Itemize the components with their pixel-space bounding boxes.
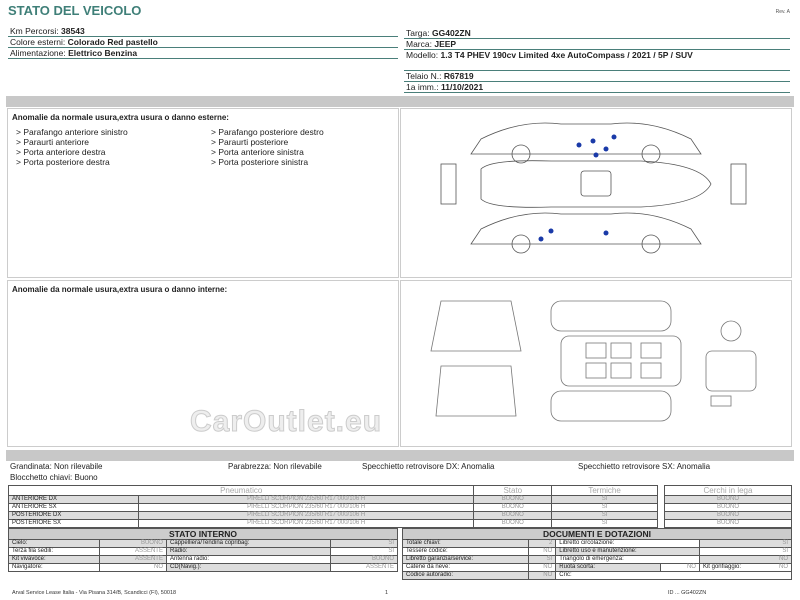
car-exterior-diagram bbox=[440, 122, 747, 254]
divider-bar bbox=[6, 450, 794, 461]
right-info: Targa: GG402ZN Marca: JEEP Modello: 1.3 … bbox=[404, 28, 790, 93]
specchietto-dx: Specchietto retrovisore DX: Anomalia bbox=[362, 462, 495, 471]
divider-bar bbox=[6, 96, 794, 107]
watermark: CarOutlet.eu bbox=[189, 405, 383, 439]
info-row: Modello: 1.3 T4 PHEV 190cv Limited 4xe A… bbox=[404, 50, 790, 71]
damage-markers bbox=[538, 134, 617, 242]
damage-marker bbox=[603, 230, 609, 236]
exterior-damage-list: > Parafango anteriore sinistro > Paraurt… bbox=[16, 127, 396, 167]
info-row: Alimentazione: Elettrico Benzina bbox=[8, 48, 398, 59]
damage-item: > Parafango posteriore destro bbox=[211, 127, 324, 137]
damage-item: > Paraurti posteriore bbox=[211, 137, 289, 147]
damage-marker bbox=[538, 236, 544, 242]
grandinata: Grandinata: Non rilevabile bbox=[10, 462, 103, 471]
info-row: 1a imm.: 11/10/2021 bbox=[404, 82, 790, 93]
damage-marker bbox=[576, 142, 582, 148]
damage-item: > Porta posteriore sinistra bbox=[211, 157, 309, 167]
damage-item: > Paraurti anteriore bbox=[16, 137, 89, 147]
parabrezza: Parabrezza: Non rilevabile bbox=[228, 462, 322, 471]
page-title: STATO DEL VEICOLO bbox=[8, 3, 142, 18]
info-row: Telaio N.: R67819 bbox=[404, 71, 790, 82]
interior-diagram bbox=[400, 280, 792, 447]
info-row: Colore esterni: Colorado Red pastello bbox=[8, 37, 398, 48]
specchietto-sx: Specchietto retrovisore SX: Anomalia bbox=[578, 462, 711, 471]
rims-table: Cerchi in lega BUONO BUONO BUONO BUONO bbox=[664, 485, 792, 528]
damage-item: > Porta posteriore destra bbox=[16, 157, 110, 167]
exterior-diagram bbox=[400, 108, 792, 278]
damage-marker bbox=[593, 152, 599, 158]
left-info: Km Percorsi: 38543 Colore esterni: Color… bbox=[8, 26, 398, 59]
page-number: 1 bbox=[385, 590, 389, 596]
documenti-table: DOCUMENTI E DOTAZIONI Totale chiavi: 2 Lib… bbox=[401, 528, 793, 580]
table-row: POSTERIORE DX PIRELLI SCORPION 235/60 R17… bbox=[8, 511, 658, 520]
interior-damage-panel: Anomalie da normale usura,extra usura o … bbox=[7, 280, 399, 447]
damage-marker bbox=[590, 138, 596, 144]
damage-marker bbox=[548, 228, 554, 234]
table-row: ANTERIORE SX PIRELLI SCORPION 235/60 R17 … bbox=[8, 503, 658, 512]
tyres-table: Pneumatico Stato Termiche ANTERIORE DX PIRE… bbox=[7, 485, 658, 528]
interior-title: Anomalie da normale usura,extra usura o … bbox=[12, 285, 228, 294]
damage-item: > Porta anteriore destra bbox=[16, 147, 106, 157]
car-interior-diagram bbox=[430, 300, 757, 422]
exterior-damage-panel: Anomalie da normale usura,extra usura o … bbox=[7, 108, 399, 278]
damage-marker bbox=[611, 134, 617, 140]
info-row: Km Percorsi: 38543 bbox=[8, 26, 398, 37]
info-row: Marca: JEEP bbox=[404, 39, 790, 50]
table-row: POSTERIORE SX PIRELLI SCORPION 235/60 R17… bbox=[8, 519, 658, 528]
damage-item: > Porta anteriore sinistra bbox=[211, 147, 304, 157]
revision: Rev. A bbox=[775, 9, 790, 15]
stato-interno-table: STATO INTERNO Cielo: BUONO Cappelliera/Ten… bbox=[7, 528, 398, 572]
document-id: ID ... GG402ZN bbox=[668, 590, 707, 596]
footer-address: Arval Service Lease Italia - Via Pisana … bbox=[12, 590, 177, 596]
exterior-title: Anomalie da normale usura,extra usura o … bbox=[12, 113, 229, 122]
blocchetto: Blocchetto chiavi: Buono bbox=[10, 473, 98, 482]
table-row: ANTERIORE DX PIRELLI SCORPION 235/60 R17 … bbox=[8, 495, 658, 504]
damage-marker bbox=[603, 146, 609, 152]
damage-item: > Parafango anteriore sinistro bbox=[16, 127, 128, 137]
info-row: Targa: GG402ZN bbox=[404, 28, 790, 39]
